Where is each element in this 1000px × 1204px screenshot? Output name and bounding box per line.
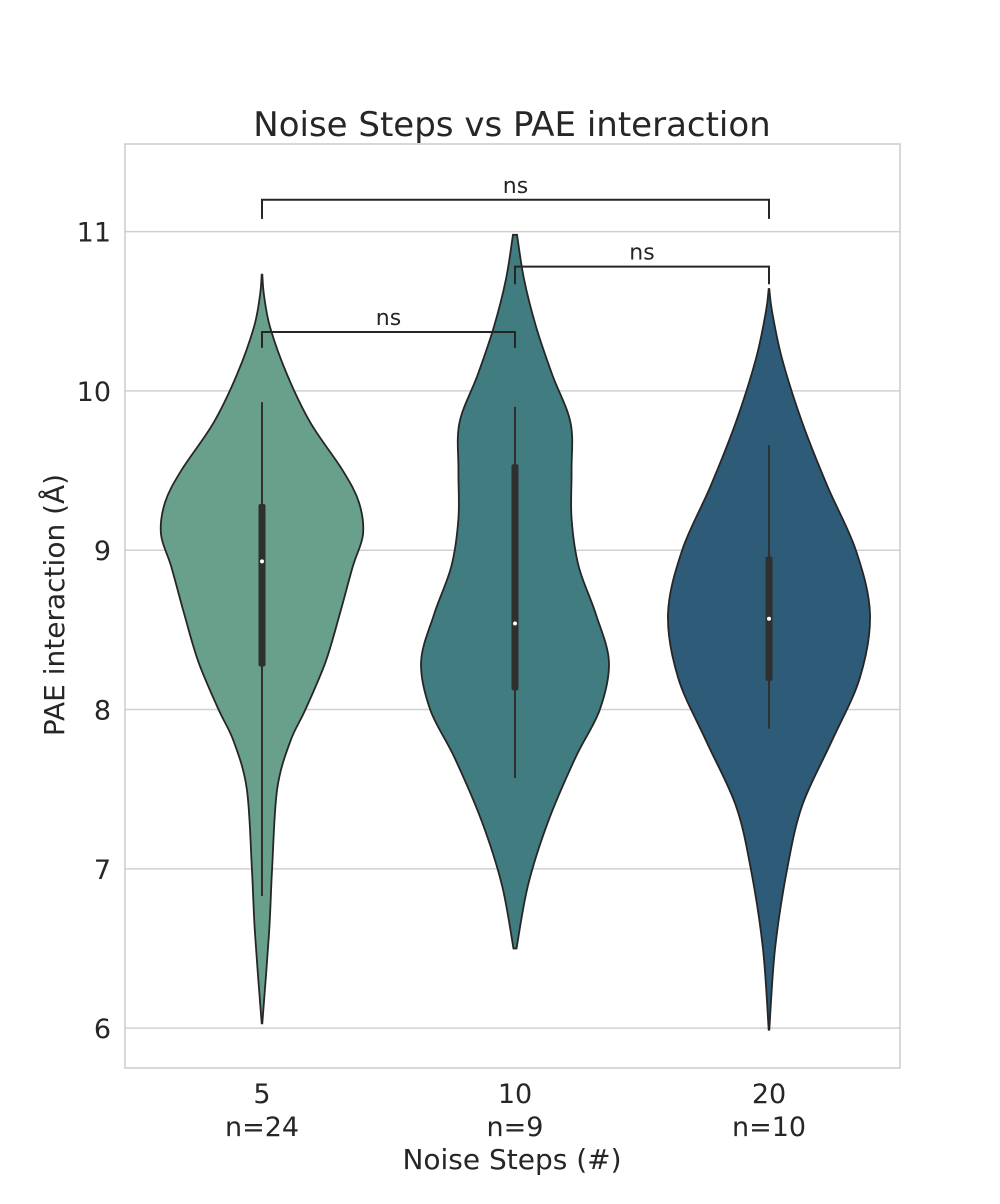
iqr-box-10: [511, 464, 519, 691]
sample-count-label: n=10: [732, 1112, 806, 1143]
y-tick-label: 9: [94, 536, 111, 567]
x-tick-label: 10: [498, 1079, 532, 1110]
significance-bracket: [261, 198, 770, 219]
significance-bracket: [514, 265, 770, 285]
median-point-5: [260, 559, 264, 564]
median-point-20: [767, 616, 771, 621]
median-point-10: [513, 621, 517, 626]
significance-label: ns: [376, 306, 401, 331]
annotation-layer: ns ns ns: [261, 174, 770, 348]
x-axis-label: Noise Steps (#): [402, 1143, 621, 1176]
significance-bracket: [261, 330, 516, 348]
y-tick-label: 11: [77, 218, 111, 249]
x-tick-label: 5: [253, 1079, 270, 1110]
x-tick-label: 20: [752, 1079, 786, 1110]
y-tick-label: 8: [94, 696, 111, 727]
plot-frame: [124, 143, 901, 1069]
significance-label: ns: [629, 241, 654, 266]
y-tick-label: 7: [94, 855, 111, 886]
y-tick-label: 10: [77, 377, 111, 408]
chart-title: Noise Steps vs PAE interaction: [253, 105, 770, 145]
sample-count-label: n=9: [487, 1112, 544, 1143]
sample-count-label: n=24: [225, 1112, 299, 1143]
y-tick-label: 6: [94, 1014, 111, 1045]
significance-label: ns: [503, 174, 528, 199]
iqr-box-5: [258, 504, 266, 667]
y-axis-label: PAE interaction (Å): [37, 474, 71, 736]
box-layer: [258, 402, 773, 896]
